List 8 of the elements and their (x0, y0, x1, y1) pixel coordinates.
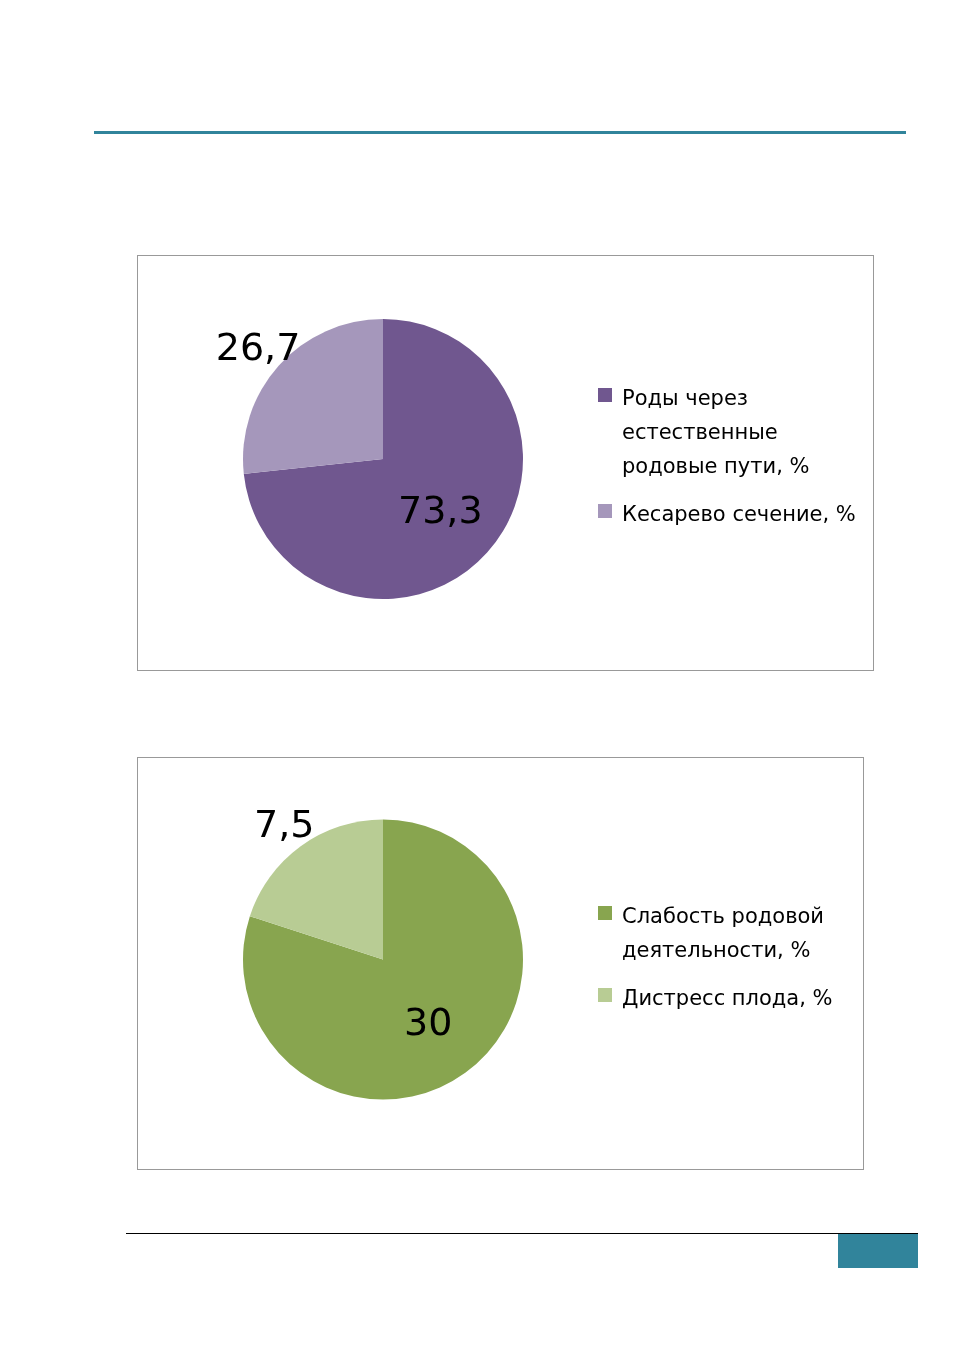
legend-label: Кесарево сечение, % (622, 501, 856, 528)
legend-label: Роды через естественные родовые пути, % (622, 385, 811, 480)
data-label: 26,7 (215, 324, 301, 369)
data-label: 30 (404, 999, 453, 1044)
data-label: 73,3 (397, 488, 483, 533)
legend-label: Слабость родовой деятельности, % (622, 902, 825, 964)
data-label: 7,5 (254, 801, 315, 846)
legend-label: Дистресс плода, % (622, 984, 833, 1012)
